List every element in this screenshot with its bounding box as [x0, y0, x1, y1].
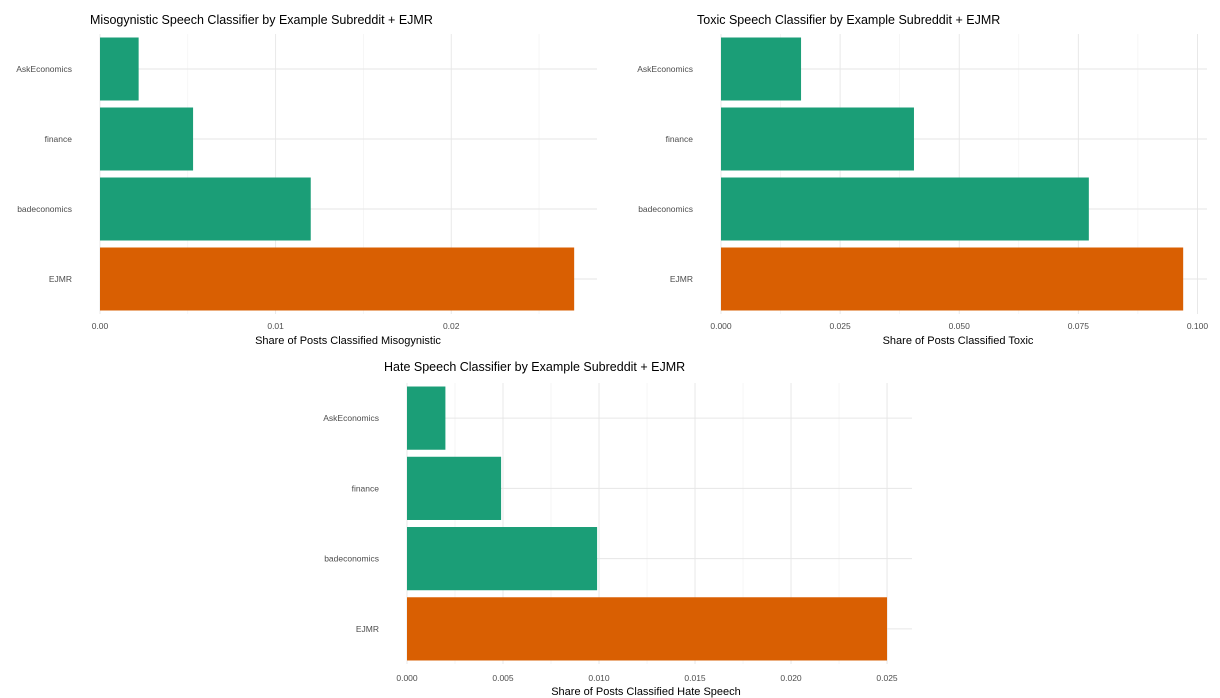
x-tick-label: 0.075: [1068, 321, 1090, 331]
panel-misogynistic: Misogynistic Speech Classifier by Exampl…: [16, 13, 597, 347]
y-tick-label: badeconomics: [638, 204, 693, 214]
x-tick-label: 0.025: [829, 321, 851, 331]
bar-ejmr: [100, 247, 575, 311]
y-tick-label: finance: [352, 483, 380, 493]
y-tick-label: badeconomics: [17, 204, 72, 214]
y-axis-ticks: AskEconomics finance badeconomics EJMR: [16, 64, 72, 284]
bar-askeconomics: [721, 37, 802, 101]
panel-title: Hate Speech Classifier by Example Subred…: [384, 360, 685, 374]
plot-area: AskEconomics finance badeconomics EJMR 0.000…: [323, 383, 912, 683]
bars: [721, 37, 1184, 311]
x-tick-label: 0.020: [780, 673, 802, 683]
y-tick-label: finance: [666, 134, 694, 144]
x-tick-label: 0.01: [267, 321, 284, 331]
panel-title: Toxic Speech Classifier by Example Subre…: [697, 13, 1000, 27]
bar-askeconomics: [100, 37, 139, 101]
y-tick-label: AskEconomics: [637, 64, 693, 74]
bar-finance: [407, 456, 502, 520]
x-tick-label: 0.00: [92, 321, 109, 331]
bar-ejmr: [721, 247, 1184, 311]
y-axis-ticks: AskEconomics finance badeconomics EJMR: [323, 413, 379, 634]
panel-hate-speech: Hate Speech Classifier by Example Subred…: [323, 360, 912, 698]
x-tick-label: 0.025: [876, 673, 898, 683]
x-axis-ticks: 0.000 0.005 0.010 0.015 0.020 0.025: [396, 673, 898, 683]
x-tick-label: 0.000: [710, 321, 732, 331]
panel-toxic: Toxic Speech Classifier by Example Subre…: [637, 13, 1208, 347]
x-axis-label: Share of Posts Classified Hate Speech: [551, 686, 741, 698]
x-tick-label: 0.050: [949, 321, 971, 331]
x-tick-label: 0.100: [1187, 321, 1209, 331]
x-tick-label: 0.010: [588, 673, 610, 683]
x-tick-label: 0.005: [492, 673, 514, 683]
x-tick-label: 0.000: [396, 673, 418, 683]
bar-askeconomics: [407, 386, 446, 450]
y-axis-ticks: AskEconomics finance badeconomics EJMR: [637, 64, 693, 284]
bar-ejmr: [407, 597, 888, 661]
y-tick-label: EJMR: [356, 624, 379, 634]
bar-badeconomics: [407, 527, 598, 591]
x-axis-ticks: 0.000 0.025 0.050 0.075 0.100: [710, 321, 1208, 331]
bars: [407, 386, 888, 661]
bar-badeconomics: [721, 177, 1089, 241]
x-axis-label: Share of Posts Classified Toxic: [883, 335, 1034, 347]
panel-title: Misogynistic Speech Classifier by Exampl…: [90, 13, 433, 27]
y-tick-label: AskEconomics: [16, 64, 72, 74]
plot-area: AskEconomics finance badeconomics EJMR 0.000…: [637, 34, 1208, 331]
x-tick-label: 0.015: [684, 673, 706, 683]
y-tick-label: EJMR: [670, 274, 693, 284]
y-tick-label: badeconomics: [324, 554, 379, 564]
y-tick-label: AskEconomics: [323, 413, 379, 423]
y-tick-label: EJMR: [49, 274, 72, 284]
x-tick-label: 0.02: [443, 321, 460, 331]
x-axis-label: Share of Posts Classified Misogynistic: [255, 335, 441, 347]
x-axis-ticks: 0.00 0.01 0.02: [92, 321, 460, 331]
y-tick-label: finance: [45, 134, 73, 144]
bar-finance: [100, 107, 194, 171]
bar-badeconomics: [100, 177, 311, 241]
bar-finance: [721, 107, 914, 171]
bars: [100, 37, 575, 311]
